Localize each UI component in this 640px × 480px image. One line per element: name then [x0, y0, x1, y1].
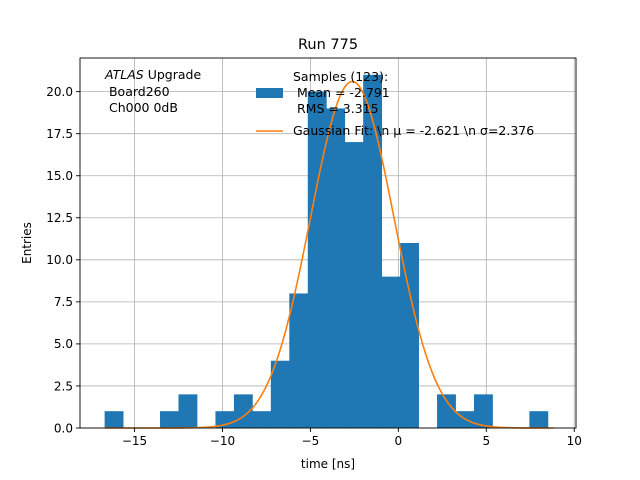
y-tick-label: 17.5 — [46, 127, 73, 141]
y-tick-label: 10.0 — [46, 253, 73, 267]
y-tick-label: 15.0 — [46, 169, 73, 183]
y-tick-label: 2.5 — [54, 379, 73, 393]
x-axis-label: time [ns] — [301, 457, 355, 471]
atlas-annotation: ATLAS Upgrade Board260 Ch000 0dB — [104, 67, 201, 115]
annotation-line-2: Board260 — [105, 84, 170, 99]
histogram-bar — [307, 91, 327, 429]
histogram-bar — [437, 394, 456, 428]
x-axis-ticks: −15 −10 −5 0 5 10 — [122, 428, 582, 448]
annotation-line-1: ATLAS Upgrade — [104, 67, 201, 82]
legend-fit-label: Gaussian Fit: \n μ = -2.621 \n σ=2.376 — [293, 123, 534, 138]
x-tick-label: −10 — [210, 434, 235, 448]
x-tick-label: −5 — [302, 434, 320, 448]
histogram-bar — [363, 74, 383, 429]
histogram-bar — [104, 411, 124, 428]
plot-frame — [79, 57, 577, 429]
annotation-atlas: ATLAS — [104, 67, 144, 82]
x-tick-label: 10 — [567, 434, 582, 448]
legend-hist-line-3: RMS = 3.315 — [293, 101, 379, 116]
histogram-bar — [473, 394, 493, 428]
histogram-bar — [400, 243, 419, 428]
y-axis-ticks: 0.0 2.5 5.0 7.5 10.0 12.5 15.0 17.5 20.0 — [46, 85, 80, 435]
histogram-bar — [160, 411, 179, 428]
histogram-bar — [289, 293, 309, 428]
x-tick-label: −15 — [122, 434, 147, 448]
annotation-line-3: Ch000 0dB — [105, 100, 178, 115]
histogram-bar — [381, 276, 401, 428]
y-tick-label: 0.0 — [54, 421, 73, 435]
y-tick-label: 5.0 — [54, 337, 73, 351]
annotation-upgrade: Upgrade — [144, 67, 202, 82]
histogram-bar — [529, 411, 549, 428]
y-axis-label: Entries — [20, 222, 34, 264]
legend-hist-swatch — [256, 88, 283, 98]
histogram-bar — [252, 411, 272, 428]
histogram-bar — [178, 394, 198, 428]
y-tick-label: 20.0 — [46, 85, 73, 99]
legend-hist-line-1: Samples (123): — [293, 69, 388, 84]
legend: Samples (123): Mean = -2.791 RMS = 3.315… — [256, 69, 534, 138]
chart-title: Run 775 — [298, 37, 358, 53]
y-tick-label: 7.5 — [54, 295, 73, 309]
histogram-bar — [270, 360, 290, 428]
x-tick-label: 5 — [482, 434, 490, 448]
legend-hist-line-2: Mean = -2.791 — [293, 85, 390, 100]
x-tick-label: 0 — [395, 434, 403, 448]
histogram-bar — [326, 108, 346, 429]
histogram-bar — [344, 142, 364, 428]
y-tick-label: 12.5 — [46, 211, 73, 225]
histogram-bars — [104, 74, 549, 429]
